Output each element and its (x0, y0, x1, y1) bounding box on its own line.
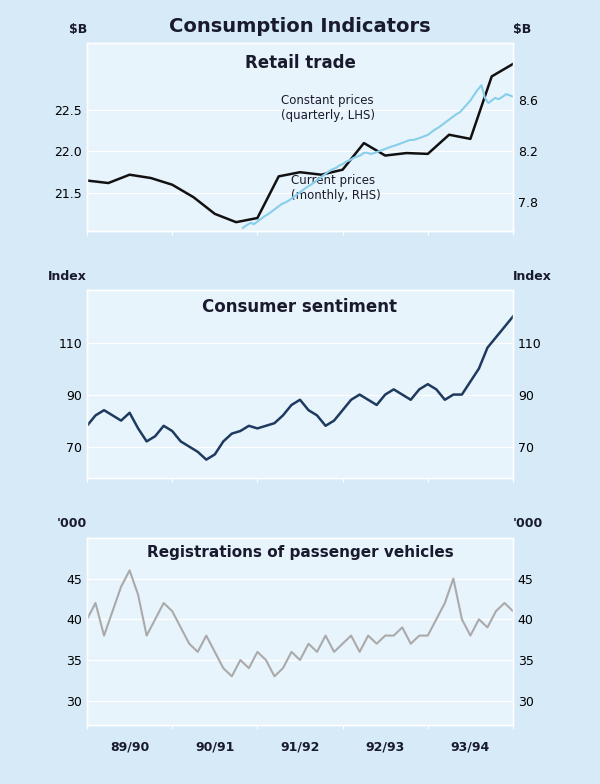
Text: Registrations of passenger vehicles: Registrations of passenger vehicles (146, 546, 454, 561)
Text: '000: '000 (513, 517, 543, 530)
Text: Constant prices
(quarterly, LHS): Constant prices (quarterly, LHS) (281, 94, 375, 122)
Text: Index: Index (513, 270, 552, 283)
Text: Consumer sentiment: Consumer sentiment (203, 298, 398, 316)
Text: Index: Index (48, 270, 87, 283)
Text: 90/91: 90/91 (195, 740, 235, 753)
Text: Consumption Indicators: Consumption Indicators (169, 17, 431, 36)
Text: 89/90: 89/90 (110, 740, 149, 753)
Text: 93/94: 93/94 (451, 740, 490, 753)
Text: 91/92: 91/92 (280, 740, 320, 753)
Text: '000: '000 (57, 517, 87, 530)
Text: Retail trade: Retail trade (245, 54, 355, 72)
Text: 92/93: 92/93 (365, 740, 405, 753)
Text: $B: $B (69, 23, 87, 35)
Text: $B: $B (513, 23, 531, 35)
Text: Current prices
(monthly, RHS): Current prices (monthly, RHS) (292, 174, 381, 202)
